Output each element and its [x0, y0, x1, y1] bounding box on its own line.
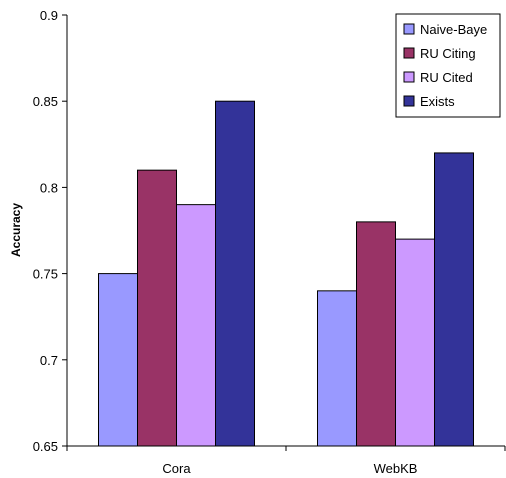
- legend-swatch: [403, 47, 415, 59]
- y-tick-label: 0.65: [33, 439, 58, 454]
- y-axis-label: Accuracy: [9, 203, 23, 257]
- bars: [98, 100, 474, 447]
- legend: Naive-Baye RU Citing RU Cited Exists: [395, 13, 501, 118]
- y-tick-label: 0.9: [40, 8, 58, 23]
- bar: [395, 238, 435, 447]
- y-tick-label: 0.7: [40, 353, 58, 368]
- bar: [356, 221, 396, 447]
- x-tick-label: Cora: [162, 461, 191, 476]
- legend-label: RU Citing: [420, 46, 476, 61]
- legend-label: RU Cited: [420, 70, 473, 85]
- bar: [98, 273, 138, 447]
- y-tick-label: 0.75: [33, 267, 58, 282]
- bar: [317, 290, 357, 447]
- y-tick-label: 0.85: [33, 94, 58, 109]
- x-tick-label: WebKB: [374, 461, 418, 476]
- legend-label: Naive-Baye: [420, 22, 487, 37]
- bar: [215, 100, 255, 447]
- legend-swatch: [403, 95, 415, 107]
- legend-swatch: [403, 71, 415, 83]
- bar: [176, 204, 216, 447]
- x-axis-ticks: Cora WebKB: [66, 446, 506, 476]
- y-axis-ticks: 0.65 0.7 0.75 0.8 0.85 0.9: [33, 8, 67, 454]
- legend-label: Exists: [420, 94, 455, 109]
- y-tick-label: 0.8: [40, 180, 58, 195]
- legend-swatch: [403, 23, 415, 35]
- bar: [137, 169, 177, 447]
- bar: [434, 152, 474, 447]
